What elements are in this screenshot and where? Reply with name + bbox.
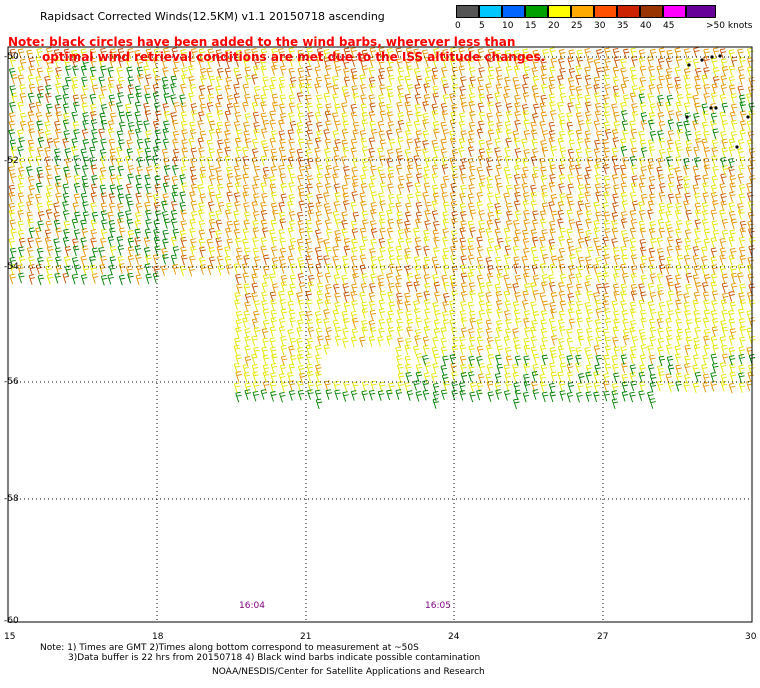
- lon-label: 24: [448, 632, 460, 642]
- legend-swatch-50: [686, 5, 716, 18]
- wind-barb-field: [8, 47, 756, 410]
- contamination-marker: [735, 145, 739, 149]
- legend-swatch-15: [525, 5, 548, 18]
- legend-label-5: 5: [479, 21, 485, 31]
- lon-label: 30: [745, 632, 757, 642]
- lat-label: -60: [4, 616, 19, 626]
- contamination-marker: [685, 115, 689, 119]
- lon-label: 15: [4, 632, 16, 642]
- legend-label-40: 40: [640, 21, 652, 31]
- footer-note-line-2: 3)Data buffer is 22 hrs from 20150718 4)…: [68, 653, 481, 663]
- legend-swatch-20: [548, 5, 571, 18]
- legend-label-0: 0: [455, 21, 461, 31]
- lat-label: -54: [4, 262, 19, 272]
- contamination-marker: [714, 106, 718, 110]
- contamination-marker: [709, 106, 713, 110]
- legend-swatch-35: [617, 5, 640, 18]
- legend-label-50: >50 knots: [706, 21, 753, 31]
- note-line-1: Note: black circles have been added to t…: [8, 35, 516, 49]
- lon-label: 21: [300, 632, 312, 642]
- legend-swatch-30: [594, 5, 617, 18]
- wind-barbs-group: [8, 47, 756, 394]
- legend-swatch-45: [663, 5, 686, 18]
- wind-barbs-group: [8, 58, 756, 410]
- map-grid: [8, 47, 752, 622]
- time-label: 16:04: [239, 601, 265, 611]
- legend-swatch-40: [640, 5, 663, 18]
- lat-label: -56: [4, 377, 19, 387]
- legend-swatch-0: [456, 5, 479, 18]
- contamination-marker: [687, 63, 691, 67]
- legend-label-15: 15: [525, 21, 537, 31]
- page-title: Rapidsact Corrected Winds(12.5KM) v1.1 2…: [40, 10, 385, 23]
- wind-barbs-group: [8, 47, 755, 304]
- legend-label-25: 25: [571, 21, 583, 31]
- footer-note-line-1: Note: 1) Times are GMT 2)Times along bot…: [40, 643, 419, 653]
- lat-label: -50: [4, 52, 19, 62]
- footer-credit: NOAA/NESDIS/Center for Satellite Applica…: [212, 667, 485, 677]
- legend-label-35: 35: [617, 21, 629, 31]
- legend-swatch-5: [479, 5, 502, 18]
- lon-label: 27: [597, 632, 609, 642]
- lon-label: 18: [152, 632, 164, 642]
- contamination-marker: [746, 115, 750, 119]
- legend-label-10: 10: [502, 21, 514, 31]
- contamination-marker: [700, 58, 704, 62]
- map-frame: [7, 46, 753, 623]
- lat-label: -52: [4, 156, 19, 166]
- time-label: 16:05: [425, 601, 451, 611]
- legend-swatch-10: [502, 5, 525, 18]
- legend-swatch-25: [571, 5, 594, 18]
- legend-label-30: 30: [594, 21, 606, 31]
- legend-label-20: 20: [548, 21, 560, 31]
- lat-label: -58: [4, 494, 19, 504]
- legend-label-45: 45: [663, 21, 675, 31]
- note-line-2: optimal wind retrieval conditions are me…: [42, 50, 546, 64]
- wind-barbs-group: [8, 47, 756, 394]
